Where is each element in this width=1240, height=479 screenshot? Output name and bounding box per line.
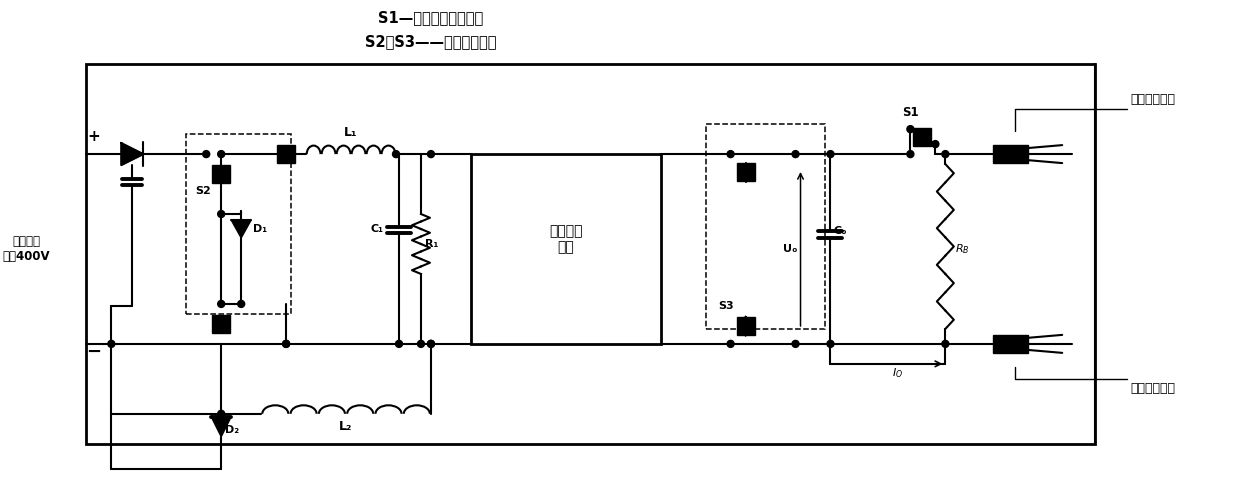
Polygon shape [231,220,252,238]
Circle shape [906,125,914,133]
Bar [471,154,661,344]
Circle shape [218,300,224,308]
Text: 谐振变换
电路: 谐振变换 电路 [549,224,583,254]
Circle shape [218,150,224,158]
Text: Cₒ: Cₒ [833,226,847,236]
Circle shape [942,341,949,347]
Bar [212,315,231,333]
Bar [87,64,1095,444]
Bar [706,124,826,329]
Circle shape [942,150,949,158]
Circle shape [393,150,399,158]
Bar [186,134,291,314]
Text: S1: S1 [901,106,919,119]
Circle shape [792,341,799,347]
Text: S3: S3 [719,301,734,311]
Text: R₁: R₁ [425,239,438,249]
Text: S2，S3——双刀双掚开关: S2，S3——双刀双掚开关 [366,34,497,49]
Text: C₁: C₁ [370,224,383,234]
Bar [993,335,1028,353]
Bar [737,317,755,335]
Bar [993,145,1028,163]
Circle shape [218,211,224,217]
Text: 正极电流导体: 正极电流导体 [1130,382,1176,395]
Circle shape [428,341,434,347]
Text: L₂: L₂ [340,420,352,433]
Circle shape [932,141,939,148]
Text: 负极电流导体: 负极电流导体 [1130,92,1176,106]
Circle shape [906,150,914,158]
Circle shape [283,341,290,347]
Circle shape [396,341,403,347]
Text: −: − [86,343,100,361]
Circle shape [727,150,734,158]
Text: +: + [87,129,99,144]
Text: Uₒ: Uₒ [782,244,797,254]
Text: S2: S2 [196,186,211,196]
Circle shape [827,341,835,347]
Bar [277,145,295,163]
Circle shape [218,411,224,417]
Polygon shape [122,143,144,165]
Text: S1—机械弹簧继电开关: S1—机械弹簧继电开关 [378,10,484,25]
Circle shape [827,150,835,158]
Circle shape [202,150,210,158]
Circle shape [727,341,734,347]
Circle shape [108,341,115,347]
Text: $I_O$: $I_O$ [893,366,904,380]
Circle shape [428,341,434,347]
Circle shape [283,341,290,347]
Circle shape [428,150,434,158]
Circle shape [283,150,290,158]
Polygon shape [211,417,231,437]
Bar [914,128,931,146]
Text: $R_B$: $R_B$ [955,242,970,256]
Text: D₁: D₁ [253,224,268,234]
Bar [737,163,755,181]
Circle shape [792,150,799,158]
Circle shape [238,300,244,308]
Text: 家用直流
电源400V: 家用直流 电源400V [2,235,51,263]
Text: L₁: L₁ [345,126,358,139]
Bar [212,165,231,183]
Circle shape [418,341,424,347]
Text: D₂: D₂ [226,425,239,435]
